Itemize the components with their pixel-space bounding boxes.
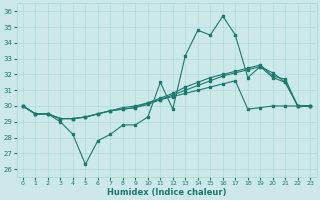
- X-axis label: Humidex (Indice chaleur): Humidex (Indice chaleur): [107, 188, 226, 197]
